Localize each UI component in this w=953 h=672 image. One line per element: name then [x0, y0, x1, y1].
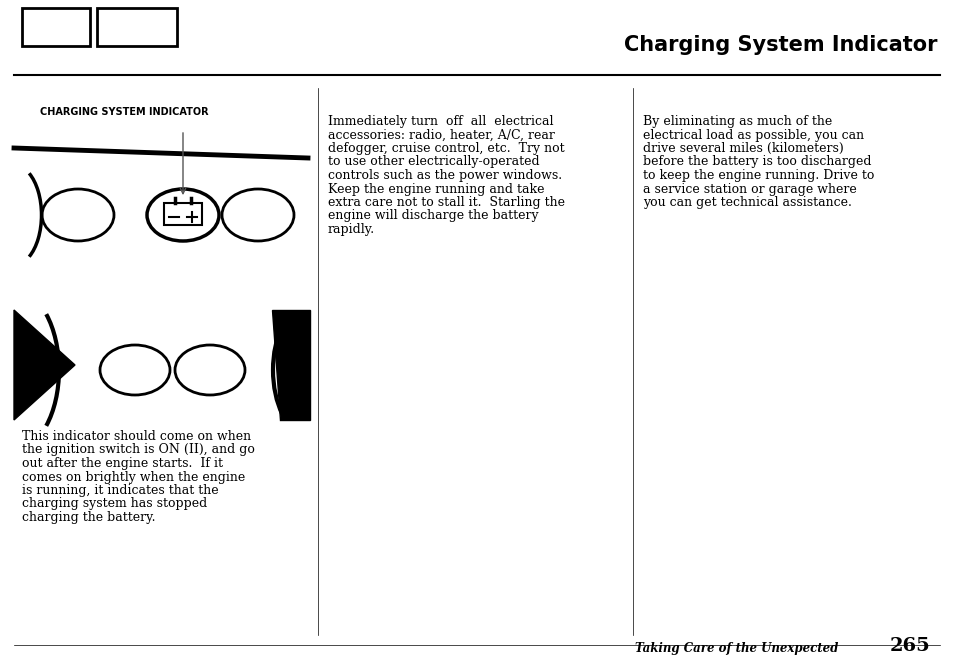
Text: the ignition switch is ON (II), and go: the ignition switch is ON (II), and go [22, 444, 254, 456]
Text: electrical load as possible, you can: electrical load as possible, you can [642, 128, 863, 142]
Text: before the battery is too discharged: before the battery is too discharged [642, 155, 871, 169]
Bar [164, 203, 202, 225]
Text: engine will discharge the battery: engine will discharge the battery [328, 210, 538, 222]
Text: defogger, cruise control, etc.  Try not: defogger, cruise control, etc. Try not [328, 142, 564, 155]
Text: to use other electrically-operated: to use other electrically-operated [328, 155, 539, 169]
Ellipse shape [147, 189, 219, 241]
Text: is running, it indicates that the: is running, it indicates that the [22, 484, 218, 497]
Text: rapidly.: rapidly. [328, 223, 375, 236]
Text: Charging System Indicator: Charging System Indicator [624, 35, 937, 55]
Text: extra care not to stall it.  Starling the: extra care not to stall it. Starling the [328, 196, 564, 209]
Bar [22, 8, 90, 46]
Polygon shape [272, 310, 310, 420]
Text: Taking Care of the Unexpected: Taking Care of the Unexpected [635, 642, 838, 655]
Text: By eliminating as much of the: By eliminating as much of the [642, 115, 831, 128]
Bar [97, 8, 177, 46]
Ellipse shape [222, 189, 294, 241]
Text: charging system has stopped: charging system has stopped [22, 497, 207, 511]
Text: drive several miles (kilometers): drive several miles (kilometers) [642, 142, 842, 155]
Text: Keep the engine running and take: Keep the engine running and take [328, 183, 544, 196]
Text: charging the battery.: charging the battery. [22, 511, 155, 524]
Text: you can get technical assistance.: you can get technical assistance. [642, 196, 851, 209]
Text: to keep the engine running. Drive to: to keep the engine running. Drive to [642, 169, 874, 182]
Text: controls such as the power windows.: controls such as the power windows. [328, 169, 561, 182]
Text: out after the engine starts.  If it: out after the engine starts. If it [22, 457, 223, 470]
Text: a service station or garage where: a service station or garage where [642, 183, 856, 196]
Text: 265: 265 [888, 637, 929, 655]
Text: accessories: radio, heater, A/C, rear: accessories: radio, heater, A/C, rear [328, 128, 555, 142]
Ellipse shape [174, 345, 245, 395]
Ellipse shape [42, 189, 113, 241]
Text: Immediately turn  off  all  electrical: Immediately turn off all electrical [328, 115, 553, 128]
Polygon shape [14, 310, 75, 420]
Text: This indicator should come on when: This indicator should come on when [22, 430, 251, 443]
Text: comes on brightly when the engine: comes on brightly when the engine [22, 470, 245, 483]
Ellipse shape [100, 345, 170, 395]
Text: CHARGING SYSTEM INDICATOR: CHARGING SYSTEM INDICATOR [40, 107, 209, 117]
